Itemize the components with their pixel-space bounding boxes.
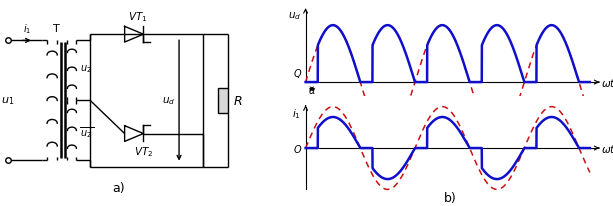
Text: $i_1$: $i_1$: [23, 22, 31, 36]
Text: b): b): [444, 191, 457, 204]
Text: $\omega t$: $\omega t$: [601, 142, 613, 154]
Text: $VT_1$: $VT_1$: [129, 10, 148, 24]
Text: $O$: $O$: [293, 142, 302, 154]
Text: $R$: $R$: [234, 95, 243, 107]
Text: $u_2$: $u_2$: [80, 63, 91, 75]
Text: $u_d$: $u_d$: [288, 10, 301, 22]
Text: $u_2$: $u_2$: [80, 128, 91, 140]
Text: $Q$: $Q$: [293, 67, 302, 80]
Text: $u_1$: $u_1$: [1, 95, 15, 107]
Text: T: T: [53, 24, 60, 34]
Bar: [218, 89, 227, 113]
Text: $\alpha$: $\alpha$: [308, 85, 316, 95]
Text: $VT_2$: $VT_2$: [134, 145, 153, 159]
Text: $u_d$: $u_d$: [162, 95, 176, 107]
Text: a): a): [112, 181, 124, 194]
Text: $\omega t$: $\omega t$: [601, 77, 613, 89]
Text: $i_1$: $i_1$: [292, 107, 301, 121]
